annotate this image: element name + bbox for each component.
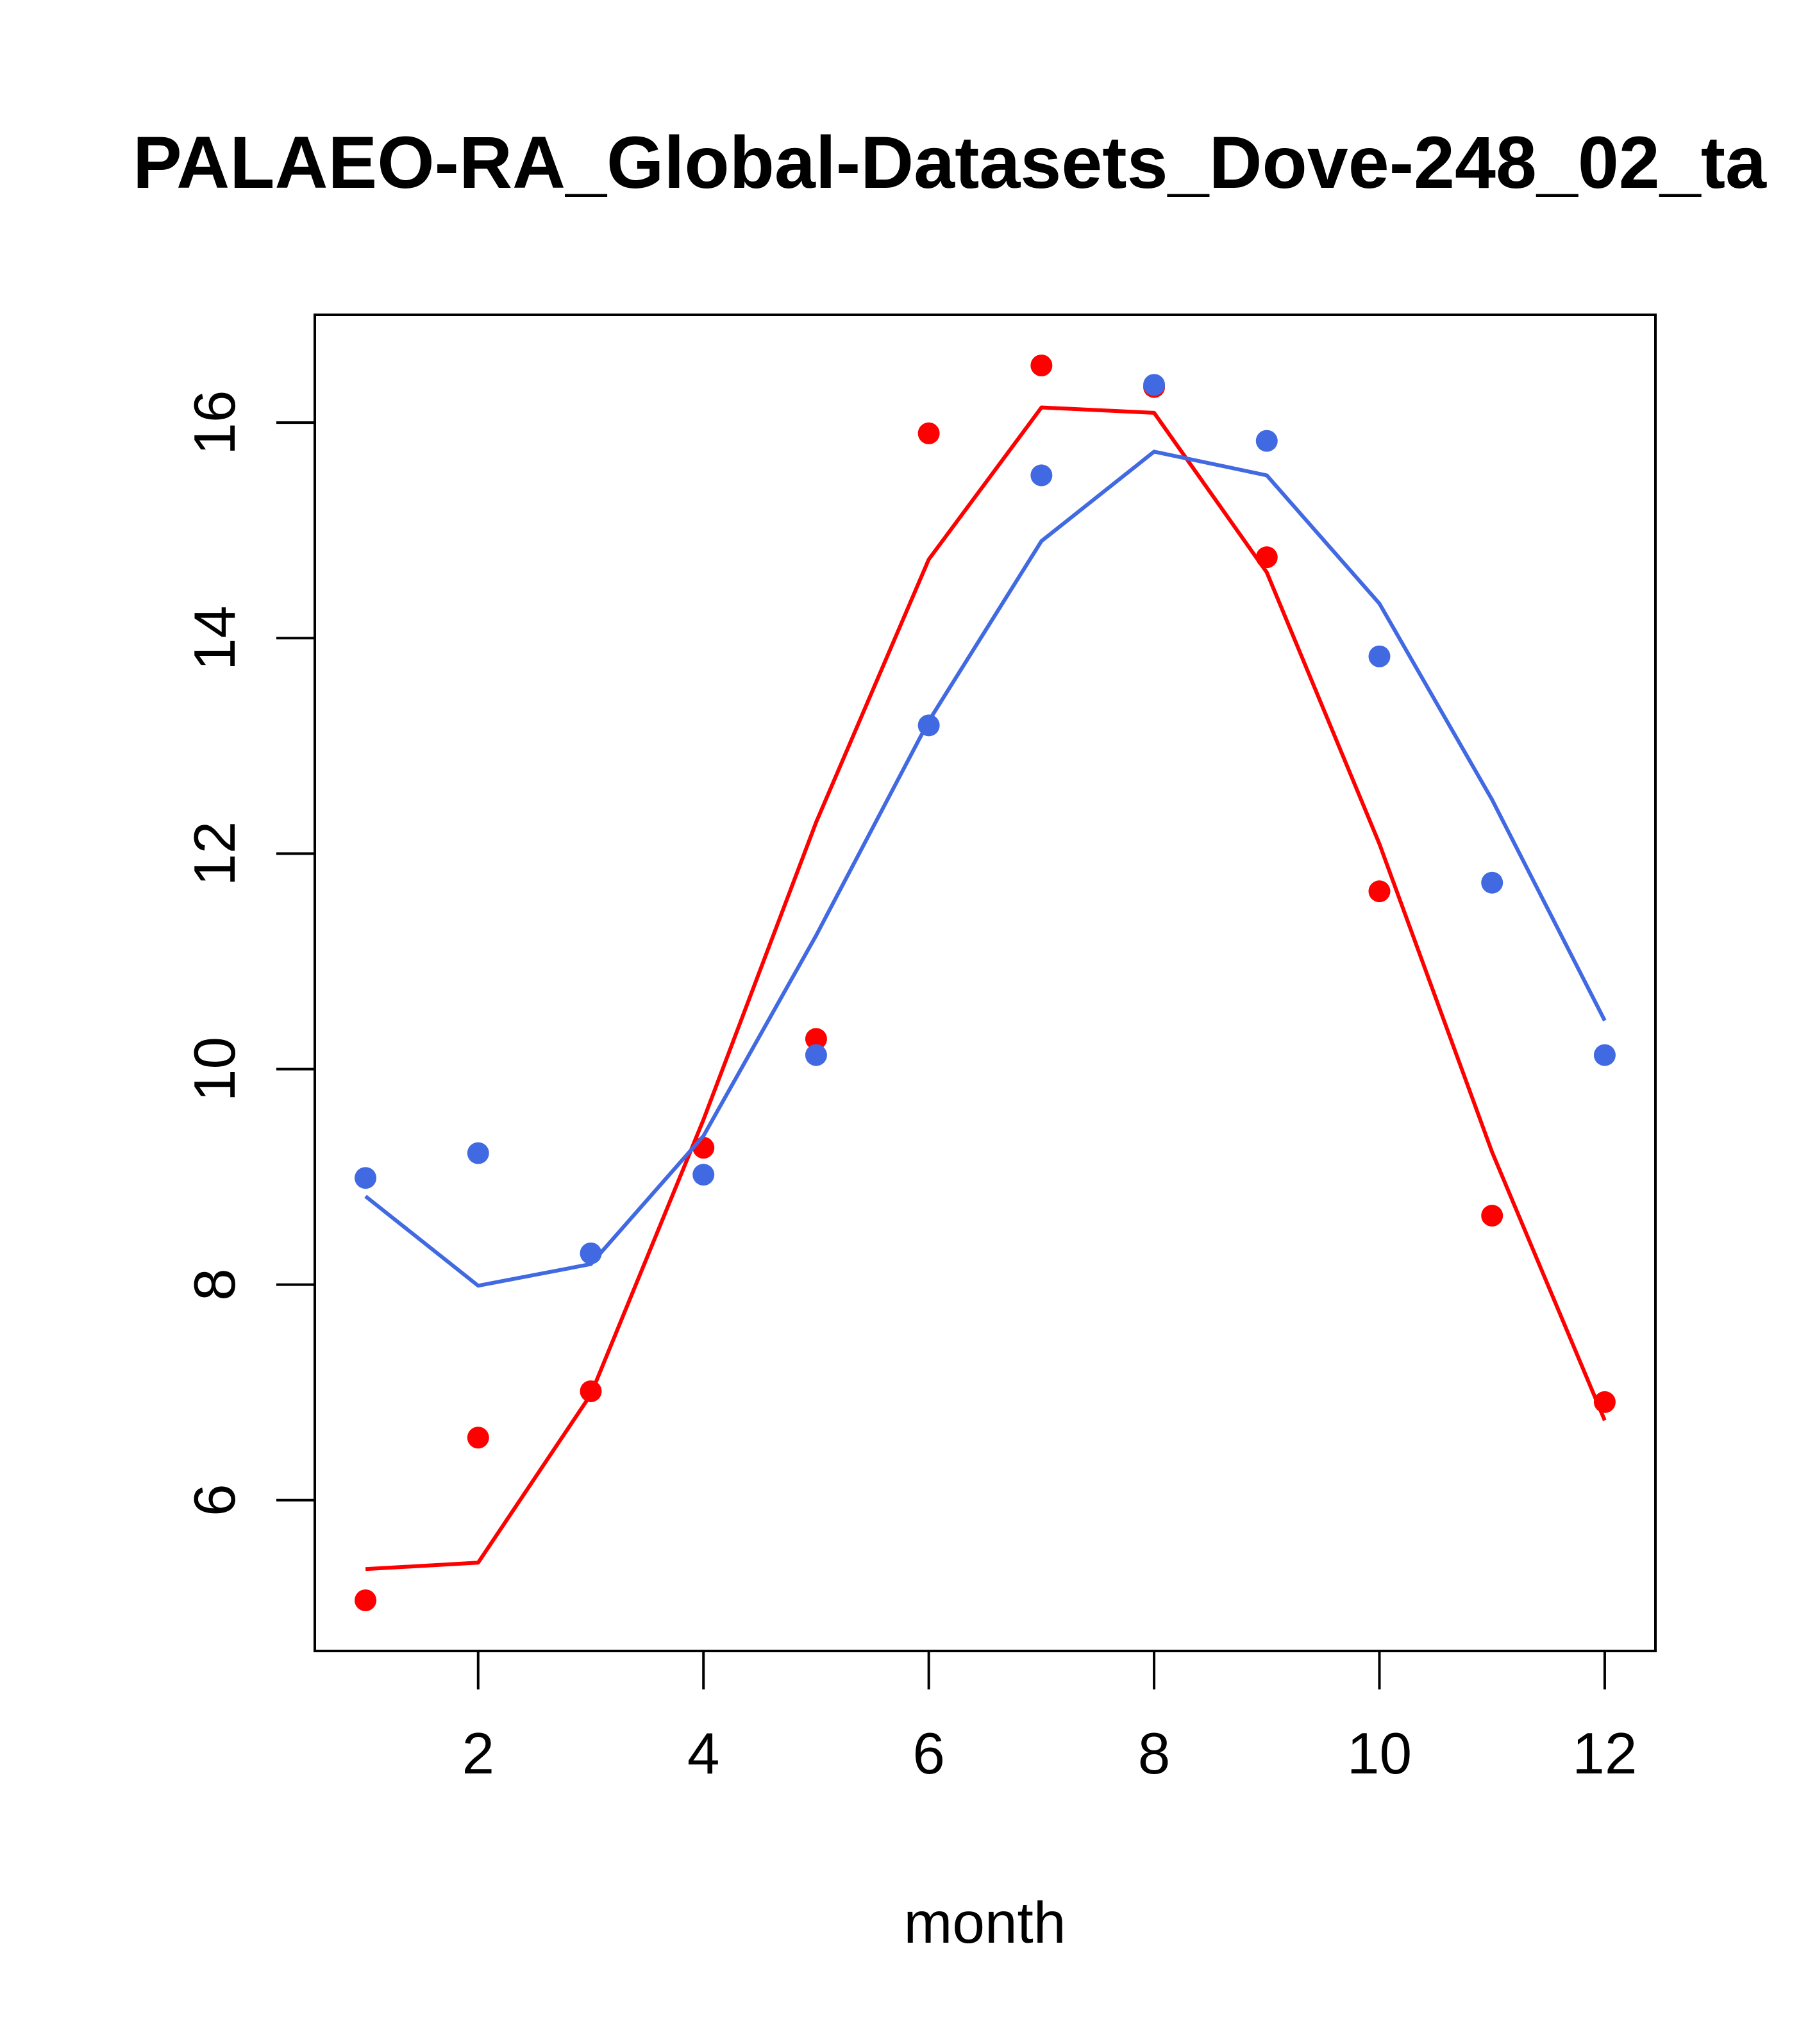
y-axis: 6 8 10 12 14 16 bbox=[183, 390, 316, 1516]
data-point bbox=[1030, 464, 1053, 487]
data-point bbox=[580, 1380, 602, 1402]
data-point bbox=[917, 714, 940, 737]
data-point bbox=[1481, 871, 1503, 894]
y-tick-label: 8 bbox=[183, 1268, 247, 1301]
y-tick-label: 16 bbox=[183, 390, 247, 455]
data-point bbox=[1368, 645, 1391, 667]
series-line bbox=[364, 449, 1607, 1288]
data-point bbox=[1255, 430, 1278, 452]
series-layer bbox=[355, 354, 1616, 1612]
data-point bbox=[692, 1164, 715, 1186]
data-point bbox=[1593, 1391, 1616, 1413]
y-tick-label: 14 bbox=[183, 606, 247, 671]
data-point bbox=[467, 1427, 489, 1449]
data-point bbox=[1481, 1205, 1503, 1227]
data-point bbox=[805, 1028, 827, 1050]
x-tick-label: 6 bbox=[912, 1721, 945, 1786]
y-tick-label: 6 bbox=[183, 1484, 247, 1516]
x-tick-label: 2 bbox=[462, 1721, 494, 1786]
data-point bbox=[355, 1589, 377, 1612]
data-point bbox=[917, 422, 940, 444]
data-point bbox=[1593, 1044, 1616, 1066]
data-point bbox=[1368, 880, 1391, 903]
data-point bbox=[580, 1242, 602, 1264]
data-point bbox=[692, 1137, 715, 1159]
series-1 bbox=[355, 354, 1616, 1612]
series-2 bbox=[355, 374, 1616, 1288]
data-point bbox=[1255, 546, 1278, 569]
x-tick-label: 10 bbox=[1347, 1721, 1412, 1786]
chart-title: PALAEO-RA_Global-Datasets_Dove-248_02_ta bbox=[133, 122, 1767, 204]
y-tick-label: 12 bbox=[183, 821, 247, 886]
x-axis-label: month bbox=[904, 1891, 1066, 1956]
data-point bbox=[1143, 374, 1166, 396]
data-point bbox=[805, 1044, 827, 1066]
x-tick-label: 12 bbox=[1572, 1721, 1637, 1786]
x-axis: 2 4 6 8 10 12 bbox=[462, 1650, 1637, 1786]
y-tick-label: 10 bbox=[183, 1037, 247, 1102]
plot-frame bbox=[314, 314, 1657, 1652]
series-line bbox=[365, 405, 1607, 1571]
data-point bbox=[467, 1142, 489, 1164]
data-point bbox=[1030, 354, 1053, 376]
data-point bbox=[355, 1167, 377, 1189]
x-tick-label: 8 bbox=[1138, 1721, 1171, 1786]
x-tick-label: 4 bbox=[687, 1721, 720, 1786]
